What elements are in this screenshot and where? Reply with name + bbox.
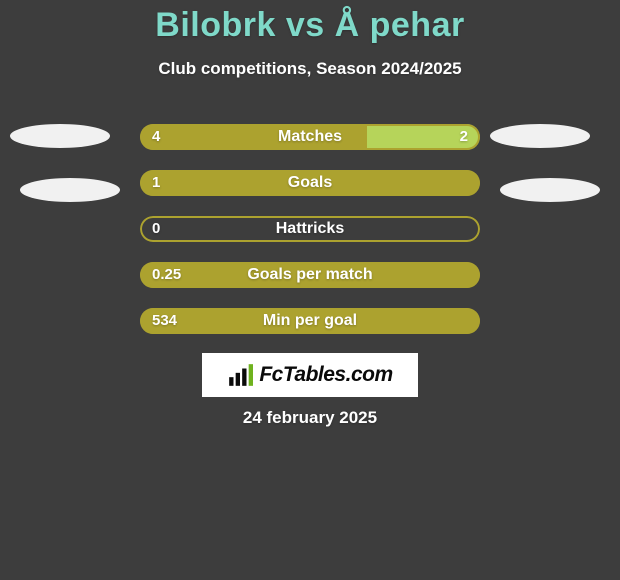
fctables-logo: FcTables.com: [202, 353, 418, 397]
stat-label: Goals: [140, 170, 480, 196]
stats-panel: Matches4 2 Goals1 Hattricks0 Goals per match…: [140, 124, 480, 354]
left-player-photo-2: [20, 178, 120, 202]
stat-row: Hattricks0: [140, 216, 480, 242]
bars-icon: [227, 362, 253, 388]
left-value: 0: [152, 216, 160, 242]
stat-label: Min per goal: [140, 308, 480, 334]
logo-text: FcTables.com: [259, 363, 392, 387]
stat-row: Matches4 2: [140, 124, 480, 150]
subtitle: Club competitions, Season 2024/2025: [0, 59, 620, 79]
stat-label: Hattricks: [140, 216, 480, 242]
left-value: 1: [152, 170, 160, 196]
right-player-photo-2: [500, 178, 600, 202]
stat-row: Min per goal534: [140, 308, 480, 334]
generation-date: 24 february 2025: [0, 408, 620, 428]
stat-row: Goals1: [140, 170, 480, 196]
left-value: 0.25: [152, 262, 181, 288]
right-player-photo-1: [490, 124, 590, 148]
page-title: Bilobrk vs Å pehar: [0, 0, 620, 45]
comparison-infographic: Bilobrk vs Å pehar Club competitions, Se…: [0, 0, 620, 580]
left-player-photo-1: [10, 124, 110, 148]
stat-row: Goals per match0.25: [140, 262, 480, 288]
stat-label: Goals per match: [140, 262, 480, 288]
stat-label: Matches: [140, 124, 480, 150]
right-value: 2: [460, 124, 468, 150]
left-value: 534: [152, 308, 177, 334]
left-value: 4: [152, 124, 160, 150]
